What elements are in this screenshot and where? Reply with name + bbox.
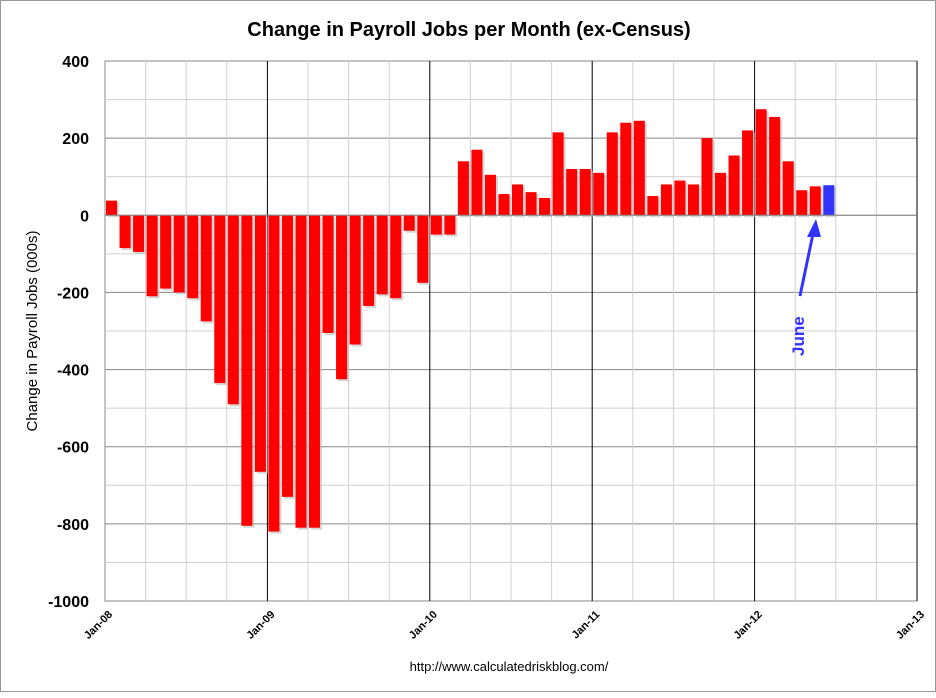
bar bbox=[322, 215, 334, 333]
annotation: June bbox=[789, 219, 821, 356]
bar bbox=[471, 149, 483, 216]
bar bbox=[498, 194, 510, 216]
bar bbox=[227, 215, 239, 405]
bar bbox=[728, 155, 740, 216]
bar bbox=[457, 161, 469, 216]
bar bbox=[430, 215, 442, 235]
chart-title: Change in Payroll Jobs per Month (ex-Cen… bbox=[247, 19, 690, 41]
bar bbox=[241, 215, 253, 526]
bar bbox=[647, 196, 659, 216]
bar bbox=[173, 215, 185, 293]
bar bbox=[823, 185, 835, 216]
bar bbox=[633, 120, 645, 216]
bar bbox=[376, 215, 388, 295]
bar bbox=[417, 215, 429, 283]
y-tick-label: 400 bbox=[62, 54, 89, 71]
y-tick-label: 200 bbox=[62, 131, 89, 148]
bar bbox=[796, 190, 808, 216]
bar bbox=[539, 197, 551, 216]
x-tick-label: Jan-12 bbox=[732, 609, 765, 642]
annotation-arrowhead bbox=[807, 219, 821, 237]
annotation-arrow bbox=[798, 228, 816, 297]
bar bbox=[146, 215, 158, 297]
bar bbox=[755, 109, 767, 216]
bar bbox=[106, 200, 118, 216]
bar bbox=[281, 215, 293, 497]
source-url: http://www.calculatedriskblog.com/ bbox=[410, 659, 609, 674]
bar bbox=[160, 215, 172, 289]
bar bbox=[187, 215, 199, 299]
bar bbox=[593, 172, 605, 216]
bar bbox=[620, 122, 632, 216]
bar bbox=[390, 215, 402, 299]
bar bbox=[295, 215, 307, 528]
bar bbox=[566, 169, 578, 216]
bar bbox=[336, 215, 348, 380]
bar bbox=[782, 161, 794, 216]
bar bbox=[660, 184, 672, 216]
y-axis-label: Change in Payroll Jobs (000s) bbox=[24, 231, 41, 432]
x-tick-label: Jan-11 bbox=[570, 609, 603, 642]
x-tick-label: Jan-10 bbox=[407, 609, 440, 642]
bar bbox=[268, 215, 280, 532]
x-tick-label: Jan-13 bbox=[894, 609, 927, 642]
bar bbox=[715, 172, 727, 216]
bar bbox=[133, 215, 145, 252]
bars bbox=[106, 109, 837, 534]
bar bbox=[606, 132, 618, 216]
bar bbox=[701, 138, 713, 216]
bar bbox=[444, 215, 456, 235]
bar bbox=[363, 215, 375, 306]
bar bbox=[525, 192, 537, 216]
bar bbox=[254, 215, 266, 472]
bar bbox=[674, 180, 686, 216]
bar bbox=[742, 130, 754, 216]
bar bbox=[200, 215, 212, 322]
y-tick-label: -1000 bbox=[48, 594, 89, 611]
y-tick-label: -200 bbox=[57, 285, 89, 302]
bar bbox=[579, 169, 591, 216]
x-tick-label: Jan-09 bbox=[244, 609, 277, 642]
annotation-label: June bbox=[789, 316, 808, 356]
y-tick-label: -600 bbox=[57, 440, 89, 457]
y-tick-label: 0 bbox=[80, 208, 89, 225]
bar bbox=[512, 184, 524, 216]
bar bbox=[214, 215, 226, 384]
bar bbox=[309, 215, 321, 528]
bar bbox=[809, 186, 821, 216]
bar bbox=[119, 215, 131, 249]
x-tick-label: Jan-08 bbox=[82, 609, 115, 642]
bar bbox=[687, 184, 699, 216]
bar bbox=[349, 215, 361, 345]
bar bbox=[769, 116, 781, 216]
y-tick-label: -400 bbox=[57, 363, 89, 380]
bar bbox=[484, 174, 496, 216]
bar bbox=[403, 215, 415, 231]
bar bbox=[552, 132, 564, 216]
y-tick-label: -800 bbox=[57, 517, 89, 534]
